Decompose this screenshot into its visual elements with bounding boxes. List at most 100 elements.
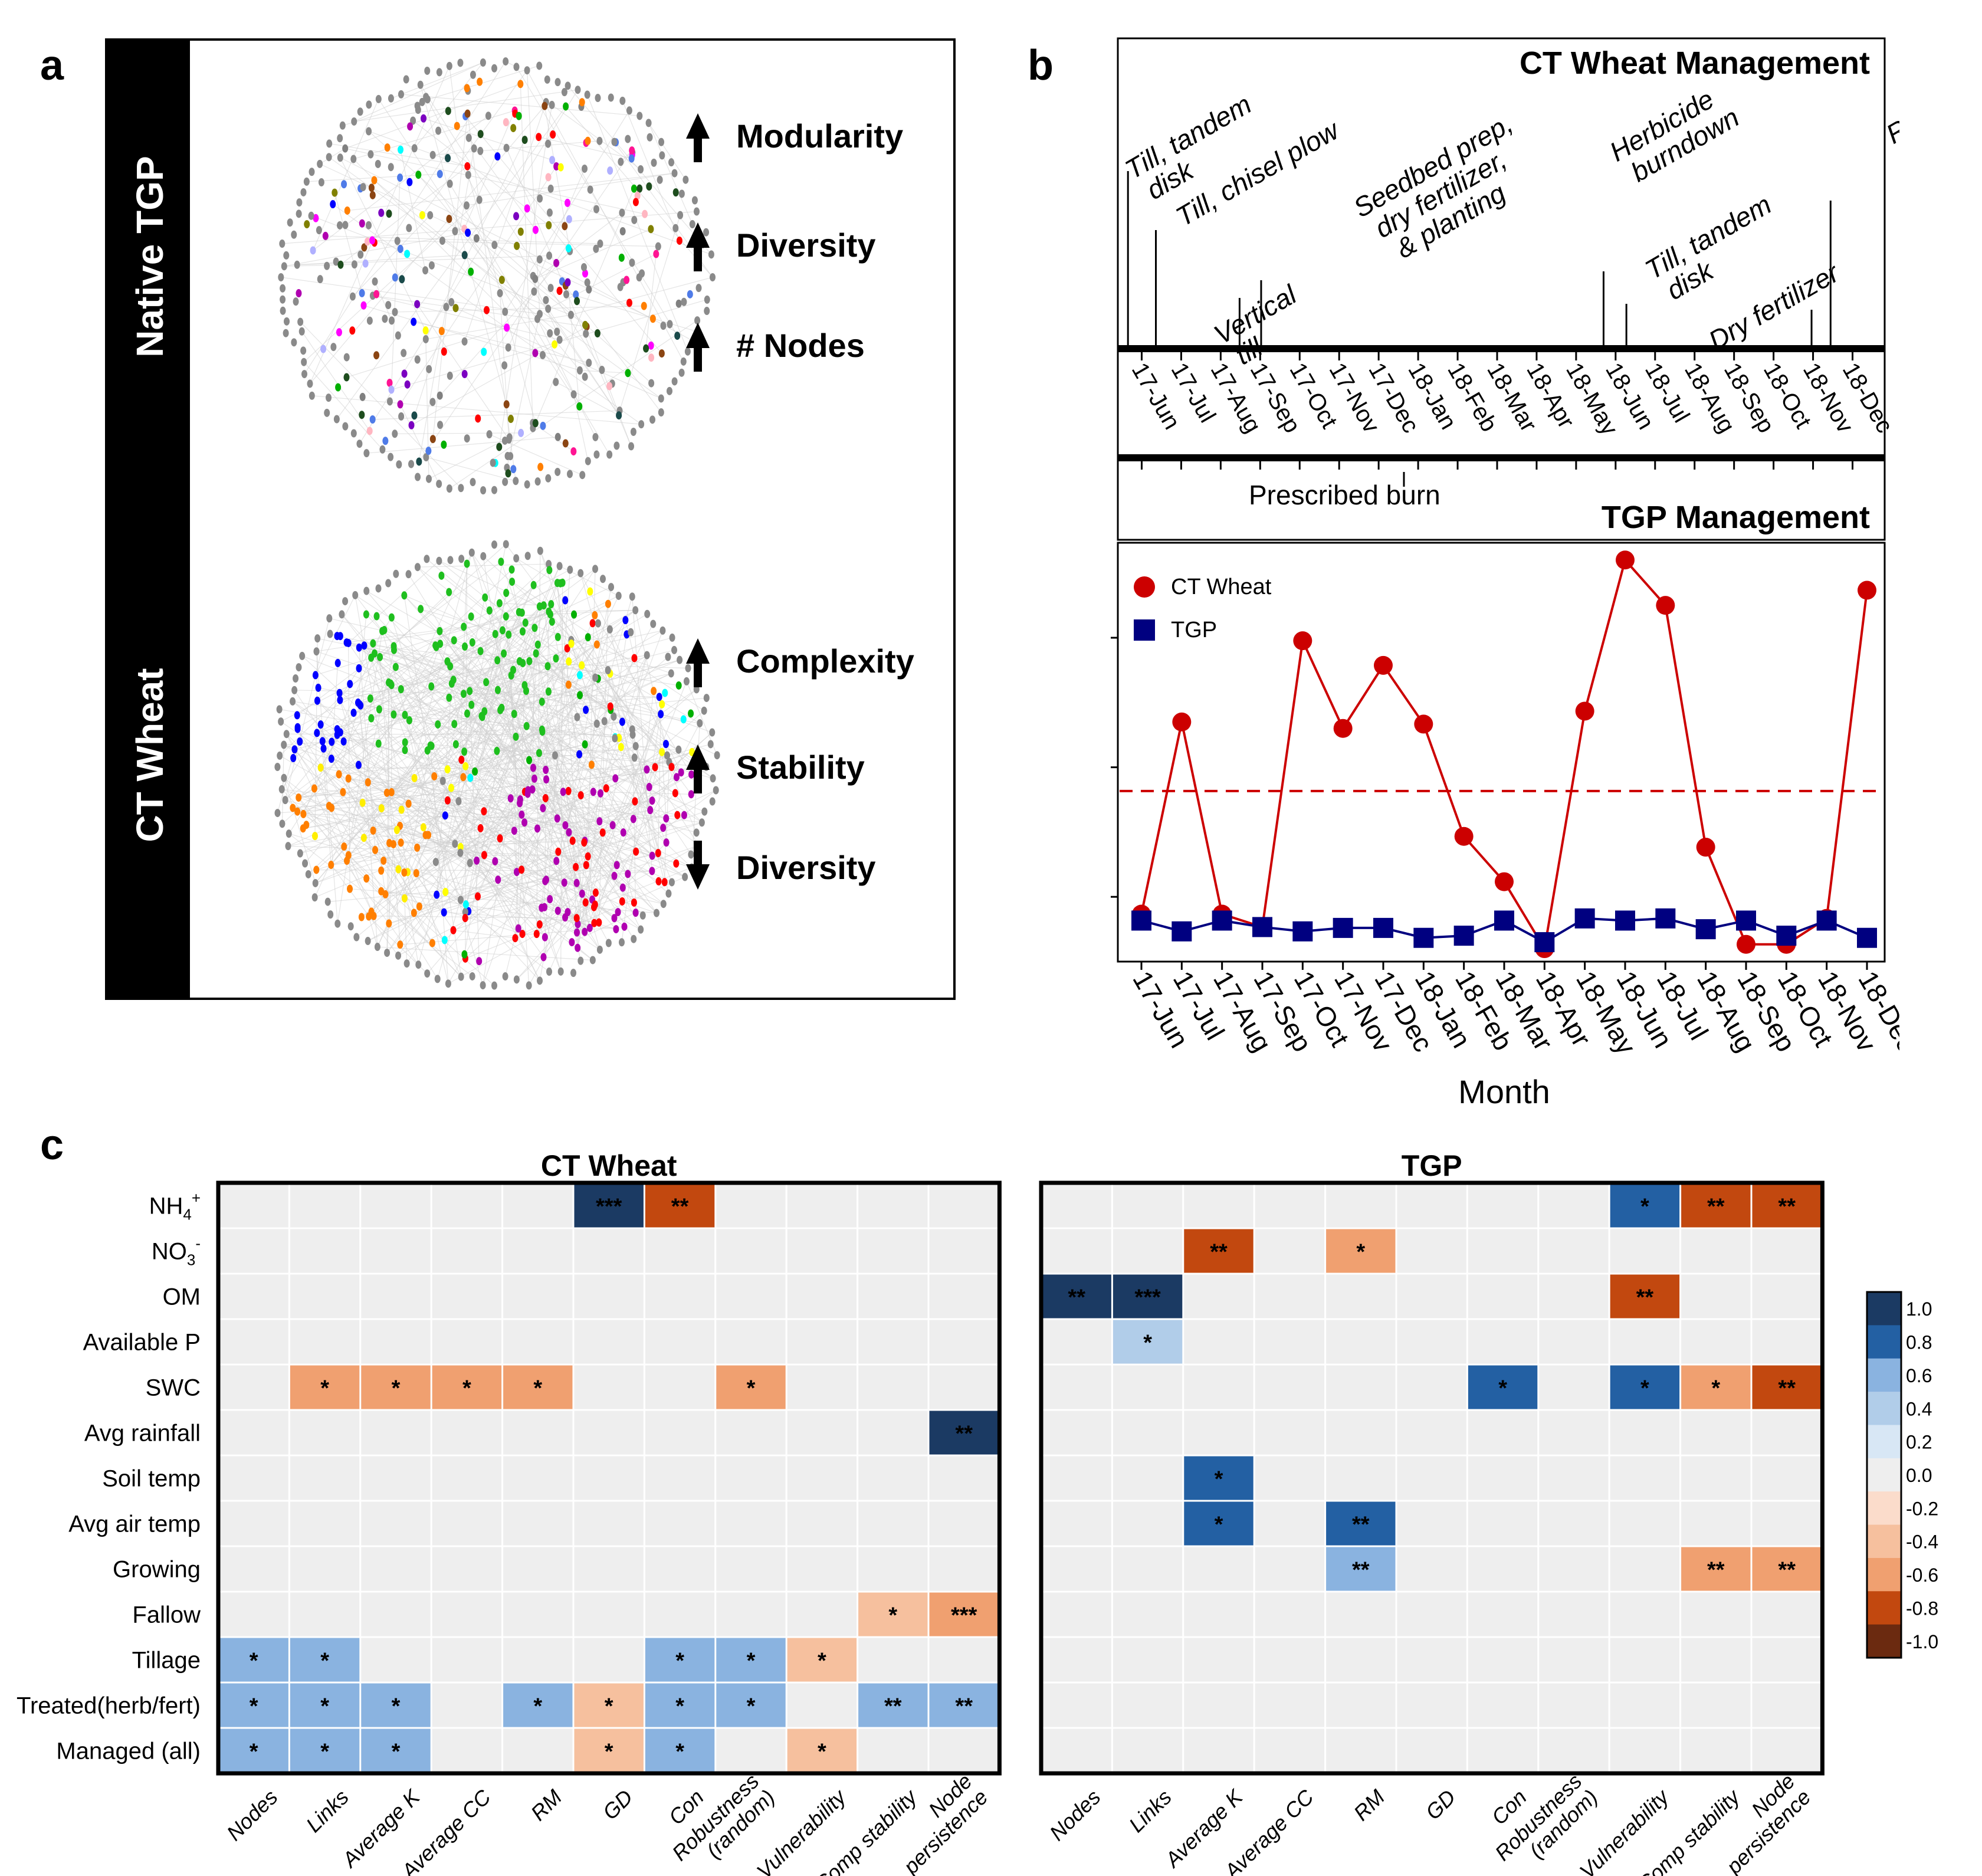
network-edge — [403, 595, 659, 854]
network-node — [422, 334, 429, 343]
network-node — [669, 633, 675, 642]
network-node — [361, 243, 367, 252]
network-edge — [327, 870, 652, 903]
heatmap-cell — [1679, 1454, 1753, 1502]
heatmap-cell — [785, 1454, 859, 1502]
heatmap-cell — [1537, 1272, 1610, 1320]
network-node — [593, 640, 600, 649]
heatmap-cell-significant — [219, 1729, 288, 1773]
network-figure: Native TGP CT Wheat ModularityDiversity#… — [105, 38, 956, 1000]
network-node — [403, 75, 409, 84]
network-node — [662, 688, 668, 697]
heatmap-cell — [1182, 1636, 1255, 1684]
heatmap-cell — [572, 1363, 645, 1411]
network-edge — [372, 295, 560, 340]
network-node — [574, 713, 580, 721]
network-node — [406, 178, 413, 186]
network-node — [429, 150, 436, 159]
significance-marker: ** — [955, 1422, 973, 1447]
network-node — [334, 658, 341, 667]
heatmap-cell-significant — [503, 1683, 573, 1727]
network-node — [655, 877, 662, 885]
significance-marker: * — [1640, 1195, 1649, 1219]
network-node — [665, 652, 671, 661]
network-node — [646, 182, 652, 191]
network-edge — [438, 673, 671, 725]
network-node — [350, 709, 357, 717]
network-node — [628, 442, 635, 451]
network-node — [514, 241, 520, 250]
legend-marker-circle — [1134, 576, 1155, 598]
heatmap-cell — [1253, 1727, 1327, 1775]
heatmap-cell-significant — [716, 1683, 786, 1727]
network-node — [494, 746, 500, 755]
heatmap-cell — [1040, 1363, 1113, 1411]
network-node — [703, 228, 710, 237]
network-node — [655, 849, 661, 858]
network-edge — [552, 104, 641, 170]
network-node — [339, 610, 345, 619]
row-label-base: NO — [152, 1239, 187, 1265]
network-node — [624, 276, 630, 284]
network-node — [681, 811, 687, 819]
network-node — [393, 825, 400, 834]
network-node — [540, 421, 546, 430]
row-label: Avg rainfall — [84, 1421, 201, 1447]
heatmap-cell — [430, 1227, 504, 1275]
heatmap-cell — [572, 1272, 645, 1320]
heatmap-cell-significant — [1752, 1365, 1822, 1409]
heatmap-cell — [1466, 1636, 1540, 1684]
network-node — [554, 432, 561, 441]
network-node — [648, 379, 655, 388]
network-node — [649, 851, 655, 860]
network-node — [450, 926, 457, 934]
network-node — [385, 301, 392, 310]
network-node — [326, 153, 332, 162]
network-node — [470, 70, 476, 79]
heatmap-cell-significant — [219, 1638, 288, 1682]
network-node — [531, 287, 537, 296]
network-node — [697, 719, 703, 727]
network-edge — [300, 743, 711, 854]
network-node — [653, 250, 659, 258]
heatmap-cell — [785, 1500, 859, 1547]
network-node — [533, 930, 540, 939]
network-node — [595, 619, 601, 628]
network-node — [436, 556, 442, 565]
heatmap-cell — [1253, 1545, 1327, 1593]
heatmap-cell — [1466, 1454, 1540, 1502]
heatmap-cell — [288, 1409, 362, 1457]
network-node — [460, 773, 467, 782]
ct-wheat-timeline-axis — [1118, 345, 1885, 352]
network-node — [406, 224, 412, 232]
network-node — [659, 747, 665, 756]
heatmap-cell — [288, 1545, 362, 1593]
network-node — [516, 608, 522, 616]
network-node — [674, 811, 681, 819]
heatmap-cell-significant — [290, 1638, 360, 1682]
network-edge — [568, 684, 707, 768]
network-node — [579, 471, 586, 480]
network-node — [577, 691, 583, 700]
network-node — [278, 273, 284, 281]
heatmap-cell — [572, 1500, 645, 1547]
significance-marker: ** — [1707, 1195, 1725, 1219]
network-edge — [526, 70, 540, 314]
network-node — [618, 743, 624, 752]
network-edge — [319, 148, 346, 165]
heatmap-cell-significant — [574, 1729, 644, 1773]
network-node — [516, 111, 522, 120]
network-node — [446, 215, 452, 224]
significance-marker: * — [392, 1740, 401, 1765]
network-node — [317, 275, 323, 284]
network-node — [575, 86, 581, 94]
network-node — [673, 859, 680, 868]
heatmap-cell — [1750, 1636, 1823, 1684]
heatmap-cell — [785, 1545, 859, 1593]
network-node — [401, 591, 408, 600]
network-node — [709, 797, 716, 806]
column-label: RM — [1349, 1785, 1390, 1825]
network-edge — [404, 898, 408, 964]
network-node — [369, 415, 376, 424]
timeline-ticks — [1140, 352, 1854, 470]
